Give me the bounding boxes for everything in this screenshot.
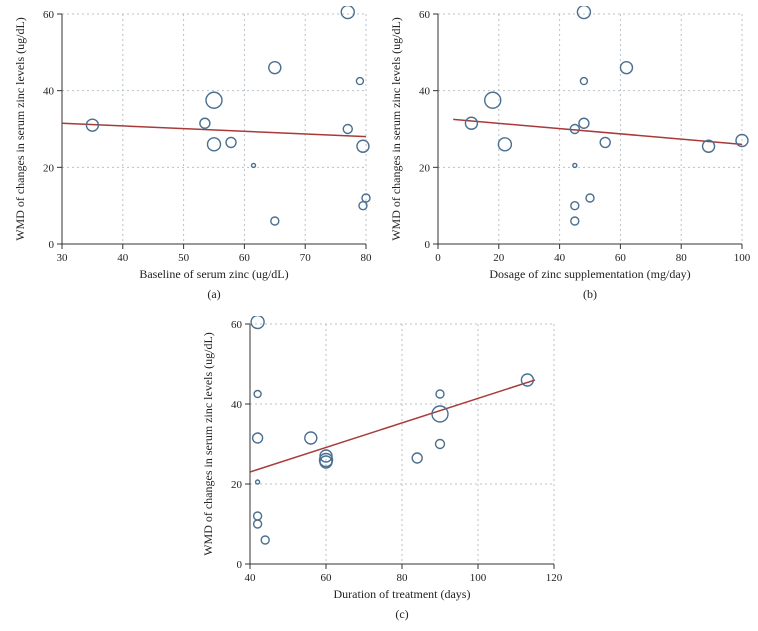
data-point xyxy=(498,138,511,151)
regression-line xyxy=(250,380,535,472)
chart-a: 30 40 50 60 70 80 0 20 40 60 Baseline of serum zin… xyxy=(6,6,376,306)
panel-label: (a) xyxy=(207,287,220,301)
data-point xyxy=(305,432,317,444)
data-point xyxy=(573,163,577,167)
regression-line xyxy=(62,123,366,136)
data-point xyxy=(271,217,279,225)
ytick-label: 40 xyxy=(43,86,55,98)
data-point xyxy=(200,118,210,128)
y-axis-title: WMD of changes in serum zinc levels (ug/… xyxy=(13,17,27,241)
data-point xyxy=(357,140,369,152)
xtick-label: 80 xyxy=(397,572,409,584)
ytick-label: 20 xyxy=(43,162,55,174)
ytick-label: 20 xyxy=(231,479,243,491)
xtick-label: 50 xyxy=(178,252,190,264)
ytick-label: 60 xyxy=(43,9,55,21)
xtick-label: 80 xyxy=(361,252,373,264)
data-point xyxy=(253,433,263,443)
data-point xyxy=(571,217,579,225)
xtick-label: 30 xyxy=(57,252,69,264)
data-point xyxy=(206,92,222,108)
ytick-label: 60 xyxy=(231,319,243,331)
data-point xyxy=(600,137,610,147)
data-point xyxy=(254,391,261,398)
data-point xyxy=(256,480,260,484)
data-point xyxy=(521,374,533,386)
ytick-label: 0 xyxy=(49,239,55,251)
data-point xyxy=(465,117,477,129)
data-point xyxy=(436,390,444,398)
y-axis-title: WMD of changes in serum zinc levels (ug/… xyxy=(201,332,215,556)
xtick-label: 60 xyxy=(239,252,251,264)
regression-line xyxy=(453,119,742,144)
data-point xyxy=(343,125,352,134)
x-axis-title: Baseline of serum zinc (ug/dL) xyxy=(139,267,288,281)
xtick-label: 120 xyxy=(546,572,563,584)
y-axis-title: WMD of changes in serum zinc levels (ug/… xyxy=(389,17,403,241)
data-point xyxy=(226,137,236,147)
data-point xyxy=(580,78,587,85)
data-point xyxy=(620,62,632,74)
data-point xyxy=(269,62,281,74)
xtick-label: 40 xyxy=(117,252,129,264)
data-point xyxy=(261,536,269,544)
x-axis-title: Dosage of zinc supplementation (mg/day) xyxy=(489,267,690,281)
data-point xyxy=(577,6,590,19)
xtick-label: 0 xyxy=(435,252,441,264)
x-axis-title: Duration of treatment (days) xyxy=(334,587,471,601)
panel-label: (c) xyxy=(395,607,408,621)
data-point xyxy=(254,512,262,520)
data-point xyxy=(341,6,354,19)
data-point xyxy=(252,163,256,167)
data-point xyxy=(412,453,422,463)
data-point xyxy=(251,316,264,329)
data-point xyxy=(356,78,363,85)
ytick-label: 0 xyxy=(237,559,243,571)
data-point xyxy=(254,520,262,528)
ytick-label: 20 xyxy=(419,162,431,174)
data-point xyxy=(586,194,594,202)
xtick-label: 100 xyxy=(734,252,751,264)
data-point xyxy=(571,202,579,210)
data-point xyxy=(432,406,448,422)
ytick-label: 40 xyxy=(419,86,431,98)
figure-canvas: 30 40 50 60 70 80 0 20 40 60 Baseline of serum zin… xyxy=(0,0,758,631)
xtick-label: 60 xyxy=(321,572,333,584)
xtick-label: 100 xyxy=(470,572,487,584)
xtick-label: 80 xyxy=(676,252,688,264)
data-point xyxy=(436,440,445,449)
ytick-label: 40 xyxy=(231,399,243,411)
xtick-label: 60 xyxy=(615,252,627,264)
panel-b: 0 20 40 60 80 100 0 20 40 60 Dosage of zinc supple… xyxy=(382,6,752,306)
chart-b: 0 20 40 60 80 100 0 20 40 60 Dosage of zinc supple… xyxy=(382,6,752,306)
xtick-label: 40 xyxy=(245,572,257,584)
xtick-label: 40 xyxy=(554,252,566,264)
ytick-label: 0 xyxy=(425,239,431,251)
panel-a: 30 40 50 60 70 80 0 20 40 60 Baseline of serum zin… xyxy=(6,6,376,306)
chart-c: 4060801001200204060Duration of treatment… xyxy=(194,316,564,626)
ytick-label: 60 xyxy=(419,9,431,21)
panel-c: 4060801001200204060Duration of treatment… xyxy=(194,316,564,626)
panel-label: (b) xyxy=(583,287,597,301)
xtick-label: 70 xyxy=(300,252,312,264)
xtick-label: 20 xyxy=(493,252,505,264)
data-point xyxy=(579,118,589,128)
data-point xyxy=(208,138,221,151)
